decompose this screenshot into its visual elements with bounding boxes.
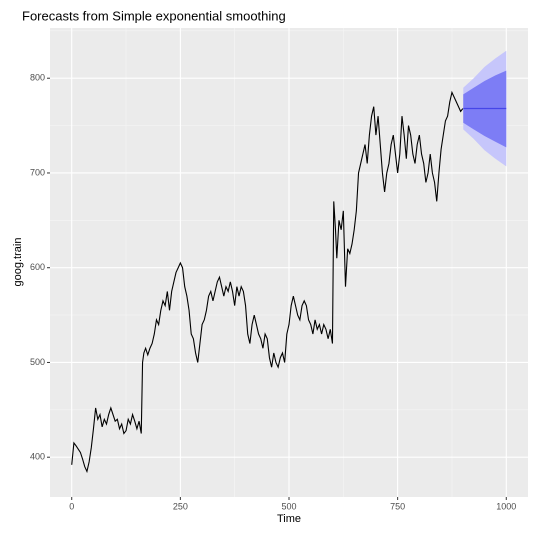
y-axis-label: goog.train — [12, 238, 24, 287]
y-tick-label: 700 — [30, 167, 45, 177]
x-axis-label: Time — [277, 513, 301, 525]
series-line — [71, 90, 464, 474]
y-tick-label: 600 — [30, 262, 45, 272]
y-tick-label: 500 — [30, 357, 45, 367]
x-tick-label: 1000 — [496, 501, 516, 511]
x-tick-label: 750 — [390, 501, 405, 511]
y-tick-label: 800 — [30, 73, 45, 83]
y-tick-label: 400 — [30, 452, 45, 462]
chart-title: Forecasts from Simple exponential smooth… — [22, 8, 286, 23]
x-tick-label: 500 — [281, 501, 296, 511]
x-tick-label: 250 — [173, 501, 188, 511]
x-tick-label: 0 — [69, 501, 74, 511]
